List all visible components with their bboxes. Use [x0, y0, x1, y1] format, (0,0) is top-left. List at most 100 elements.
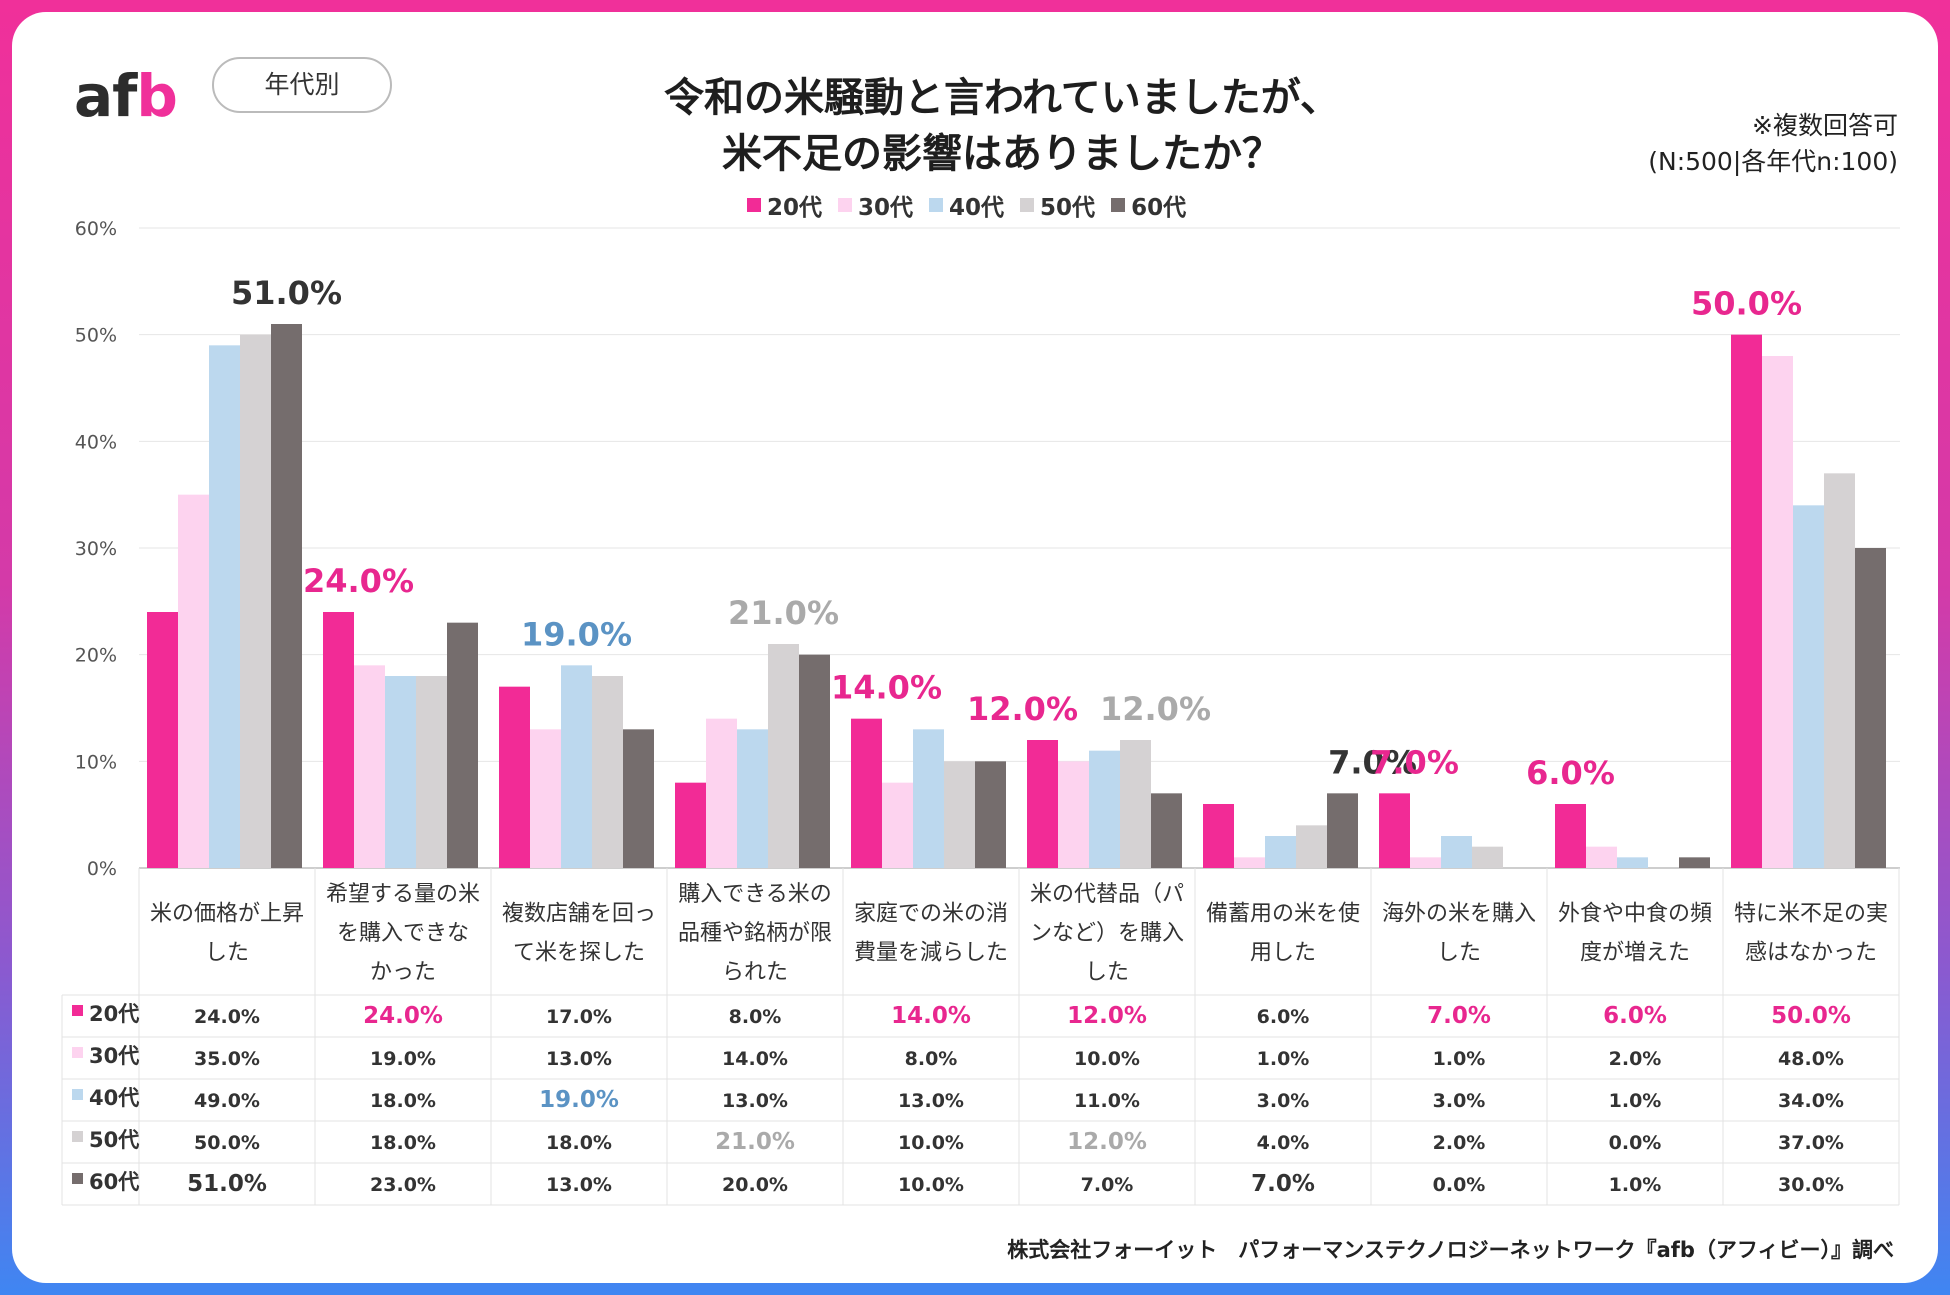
bar-30代-7 — [1410, 857, 1441, 868]
table-cell-value: 21.0% — [715, 1129, 795, 1155]
legend-swatch — [1020, 198, 1035, 212]
highlight-data-label: 12.0% — [967, 690, 1078, 728]
bar-20代-6 — [1203, 804, 1234, 868]
x-category-label: られた — [722, 960, 788, 985]
table-cell-value: 10.0% — [898, 1174, 964, 1196]
table-cell-value: 18.0% — [370, 1090, 436, 1112]
x-category-label: 米の価格が上昇 — [150, 902, 304, 927]
bar-60代-3 — [799, 654, 830, 868]
chart-title: 令和の米騒動と言われていましたが、 米不足の影響はありましたか？ — [452, 70, 1552, 182]
table-cell-value: 18.0% — [546, 1132, 612, 1154]
table-cell-value: 6.0% — [1257, 1006, 1310, 1028]
y-tick-label: 30% — [75, 538, 117, 560]
bar-30代-5 — [1058, 761, 1089, 868]
legend-item: 60代 — [1111, 188, 1186, 222]
bar-40代-9 — [1793, 505, 1824, 868]
legend-swatch — [929, 198, 944, 212]
bar-50代-9 — [1824, 473, 1855, 868]
table-cell-value: 7.0% — [1251, 1171, 1315, 1197]
x-category-label: を購入できな — [337, 921, 469, 946]
bar-50代-0 — [240, 334, 271, 869]
table-cell-value: 19.0% — [370, 1048, 436, 1070]
bar-40代-3 — [737, 729, 768, 868]
row-label: 20代 — [89, 1002, 139, 1026]
x-category-label: した — [1085, 960, 1129, 985]
x-category-label: 度が増えた — [1580, 941, 1690, 966]
y-tick-label: 0% — [87, 858, 117, 880]
x-category-label: 品種や銘柄が限 — [678, 921, 832, 946]
legend-swatch — [747, 198, 761, 212]
table-cell-value: 14.0% — [891, 1003, 971, 1029]
y-tick-label: 20% — [75, 645, 117, 667]
row-swatch — [72, 1173, 83, 1184]
table-cell-value: 4.0% — [1257, 1132, 1310, 1154]
bar-30代-1 — [354, 665, 385, 868]
x-category-label: 費量を減らした — [854, 941, 1008, 966]
x-category-label: 米の代替品（パ — [1030, 882, 1184, 907]
highlight-data-label: 6.0% — [1526, 754, 1615, 792]
multiple-answer-note: ※複数回答可 — [1752, 111, 1898, 140]
bar-60代-6 — [1327, 793, 1358, 868]
highlight-data-label: 51.0% — [231, 274, 342, 312]
table-cell-value: 12.0% — [1067, 1003, 1147, 1029]
bar-30代-8 — [1586, 846, 1617, 868]
table-cell-value: 50.0% — [1771, 1003, 1851, 1029]
table-cell-value: 18.0% — [370, 1132, 436, 1154]
y-tick-label: 60% — [75, 218, 117, 240]
table-cell-value: 10.0% — [1074, 1048, 1140, 1070]
row-label: 50代 — [89, 1128, 139, 1152]
table-cell-value: 51.0% — [187, 1171, 267, 1197]
y-tick-label: 10% — [75, 751, 117, 773]
table-cell-value: 50.0% — [194, 1132, 260, 1154]
table-cell-value: 7.0% — [1081, 1174, 1134, 1196]
x-category-label: した — [205, 941, 249, 966]
highlight-data-label: 19.0% — [521, 615, 632, 653]
highlight-data-label: 7.0% — [1328, 743, 1417, 781]
x-category-label: かった — [370, 960, 436, 985]
table-cell-value: 0.0% — [1609, 1132, 1662, 1154]
bar-40代-7 — [1441, 836, 1472, 868]
legend-item: 20代 — [747, 188, 822, 222]
bar-20代-7 — [1379, 793, 1410, 868]
x-category-label: 希望する量の米 — [326, 882, 480, 907]
bar-40代-1 — [385, 676, 416, 868]
bar-30代-0 — [178, 494, 209, 868]
x-category-label: ンなど）を購入 — [1030, 921, 1184, 946]
x-category-label: 用した — [1250, 941, 1316, 966]
table-cell-value: 49.0% — [194, 1090, 260, 1112]
table-cell-value: 11.0% — [1074, 1090, 1140, 1112]
row-swatch — [72, 1047, 83, 1058]
highlight-data-label: 21.0% — [728, 594, 839, 632]
table-cell-value: 3.0% — [1433, 1090, 1486, 1112]
bar-60代-0 — [271, 324, 302, 868]
x-category-label: 感はなかった — [1745, 941, 1877, 966]
sample-note: ※複数回答可 (N:500|各年代n:100) — [1648, 108, 1898, 180]
highlight-data-label: 14.0% — [831, 669, 942, 707]
bar-30代-9 — [1762, 356, 1793, 868]
bar-40代-4 — [913, 729, 944, 868]
chart-legend: 20代 30代 40代 50代 60代 — [747, 188, 1186, 222]
row-swatch — [72, 1089, 83, 1100]
x-category-label: した — [1437, 941, 1481, 966]
x-category-label: て米を探した — [513, 941, 645, 966]
row-swatch — [72, 1131, 83, 1142]
x-category-label: 複数店舗を回っ — [502, 902, 656, 927]
table-cell-value: 2.0% — [1609, 1048, 1662, 1070]
x-category-label: 外食や中食の頻 — [1558, 902, 1712, 927]
legend-item: 30代 — [838, 188, 913, 222]
table-cell-value: 13.0% — [898, 1090, 964, 1112]
bar-20代-8 — [1555, 804, 1586, 868]
table-cell-value: 34.0% — [1778, 1090, 1844, 1112]
table-cell-value: 48.0% — [1778, 1048, 1844, 1070]
legend-label: 20代 — [767, 195, 823, 221]
highlight-data-label: 50.0% — [1691, 285, 1802, 323]
bar-50代-5 — [1120, 740, 1151, 868]
x-category-label: 家庭での米の消 — [854, 902, 1008, 927]
bar-30代-3 — [706, 718, 737, 868]
table-cell-value: 0.0% — [1433, 1174, 1486, 1196]
bar-60代-4 — [975, 761, 1006, 868]
bar-40代-6 — [1265, 836, 1296, 868]
table-cell-value: 8.0% — [729, 1006, 782, 1028]
table-cell-value: 24.0% — [363, 1003, 443, 1029]
legend-label: 40代 — [949, 195, 1005, 221]
